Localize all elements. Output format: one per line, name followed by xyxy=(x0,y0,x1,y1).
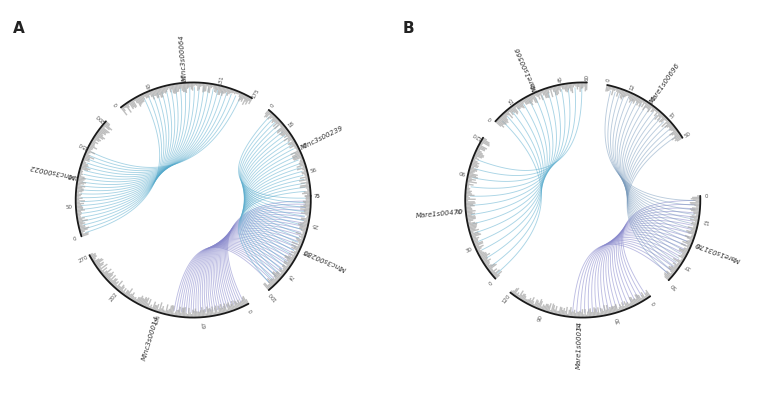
Text: 0: 0 xyxy=(270,103,276,109)
Text: Minc3s00239: Minc3s00239 xyxy=(300,125,345,151)
Text: 12: 12 xyxy=(629,83,636,91)
Text: 18: 18 xyxy=(286,120,296,128)
Text: 0: 0 xyxy=(705,194,708,199)
Text: B: B xyxy=(403,21,414,36)
Text: 15: 15 xyxy=(507,95,514,104)
Text: Minc3s00014: Minc3s00014 xyxy=(141,314,161,361)
Text: 50: 50 xyxy=(684,131,692,139)
Text: Mare1s00566: Mare1s00566 xyxy=(514,45,539,92)
Text: A: A xyxy=(13,21,25,36)
Text: 50: 50 xyxy=(303,247,311,255)
Text: 45: 45 xyxy=(557,75,563,83)
Text: 100: 100 xyxy=(268,290,279,301)
Text: 0: 0 xyxy=(651,299,657,305)
Text: 75: 75 xyxy=(288,271,296,279)
Text: 0: 0 xyxy=(315,194,319,199)
Text: 60: 60 xyxy=(456,209,462,214)
Text: 87: 87 xyxy=(182,73,187,81)
Text: 50: 50 xyxy=(66,204,73,210)
Text: Mare1s00470: Mare1s00470 xyxy=(415,208,464,218)
Text: 90: 90 xyxy=(537,313,544,321)
Text: 175: 175 xyxy=(251,87,260,99)
Text: Minc3s00022: Minc3s00022 xyxy=(29,163,76,178)
Text: 0: 0 xyxy=(248,307,255,312)
Text: 200: 200 xyxy=(95,112,106,123)
Text: Mare1s00014: Mare1s00014 xyxy=(575,320,583,368)
Text: Minc3s00064: Minc3s00064 xyxy=(178,34,188,81)
Text: 67: 67 xyxy=(203,320,208,328)
Text: 0: 0 xyxy=(487,115,494,121)
Text: Mare1s00696: Mare1s00696 xyxy=(649,62,681,104)
Text: 270: 270 xyxy=(78,254,89,263)
Text: 25: 25 xyxy=(311,221,319,227)
Text: 0: 0 xyxy=(606,77,611,82)
Text: 30: 30 xyxy=(615,315,622,323)
Text: 43: 43 xyxy=(145,81,152,89)
Text: 135: 135 xyxy=(153,313,161,325)
Text: Minc3s00285: Minc3s00285 xyxy=(302,247,347,271)
Text: 12: 12 xyxy=(702,217,709,223)
Text: 25: 25 xyxy=(695,240,703,247)
Text: 100: 100 xyxy=(66,171,78,178)
Text: 30: 30 xyxy=(531,82,538,91)
Text: 0: 0 xyxy=(487,280,494,286)
Text: 60: 60 xyxy=(577,321,582,328)
Text: 131: 131 xyxy=(217,74,225,85)
Text: 120: 120 xyxy=(472,130,483,140)
Text: 37: 37 xyxy=(668,111,677,119)
Text: 50: 50 xyxy=(669,281,677,289)
Text: 0: 0 xyxy=(114,100,120,106)
Text: 56: 56 xyxy=(310,167,317,174)
Text: 120: 120 xyxy=(501,292,511,304)
Text: 90: 90 xyxy=(458,168,466,175)
Text: Mare1s03170: Mare1s03170 xyxy=(694,239,741,262)
Text: 60: 60 xyxy=(584,73,590,80)
Text: 25: 25 xyxy=(650,95,658,103)
Text: 202: 202 xyxy=(109,290,120,302)
Text: 75: 75 xyxy=(314,194,320,199)
Text: 150: 150 xyxy=(77,140,88,149)
Text: 37: 37 xyxy=(684,262,692,269)
Text: 37: 37 xyxy=(300,142,309,150)
Text: 0: 0 xyxy=(73,236,78,242)
Text: 30: 30 xyxy=(465,246,473,253)
